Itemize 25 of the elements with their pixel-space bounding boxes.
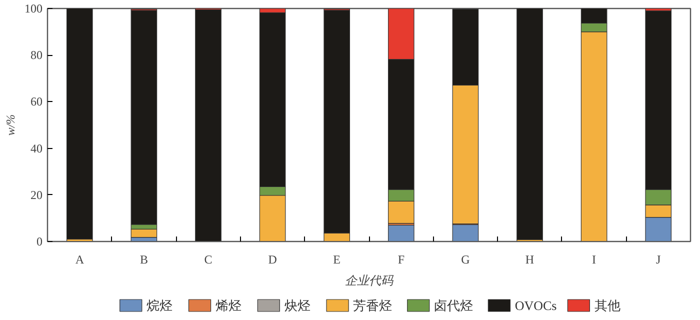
x-tick-label: G [461,252,470,266]
y-tick-label: 20 [30,188,42,202]
x-tick-label: F [398,252,405,266]
legend-label: 烯烃 [215,298,242,313]
y-tick-label: 80 [30,48,42,62]
legend-label: 卤代烃 [434,298,473,313]
x-axis-title: 企业代码 [345,274,394,288]
legend-label: 芳香烃 [353,298,392,313]
x-tick-label: C [204,252,212,266]
x-tick-label: E [333,252,341,266]
legend-label: 烷烃 [146,298,172,313]
x-tick-label: H [525,252,534,266]
x-tick-label: J [656,252,662,266]
y-axis-title: w/% [4,114,18,136]
x-tick-label: A [75,252,84,266]
y-tick-label: 0 [36,234,42,248]
legend-label: 炔烃 [284,298,310,313]
x-tick-label: D [268,252,278,266]
y-tick-label: 60 [30,94,42,109]
y-tick-label: 100 [24,2,42,16]
legend-label: OVOCs [514,298,557,313]
legend-label: 其他 [594,298,620,313]
y-tick-label: 40 [30,141,42,156]
x-tick-label: B [140,252,148,266]
x-tick-label: I [592,252,596,266]
